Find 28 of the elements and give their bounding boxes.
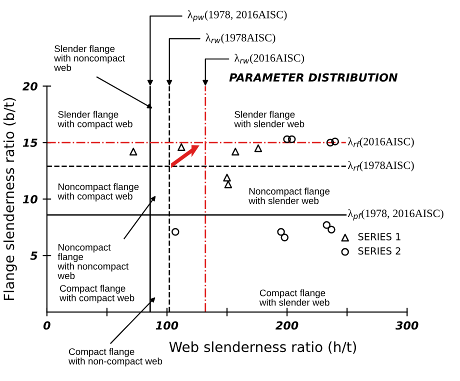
text: Compact flange with non-compact web: [68, 348, 162, 366]
annotation: Noncompact flange with noncompact web: [58, 244, 129, 280]
annotation: Slender flange with compact web: [58, 110, 132, 130]
y-tick-label: 5: [30, 252, 38, 260]
chart-title: PARAMETER DISTRIBUTION: [229, 73, 398, 82]
annotation: Compact flange with compact web: [60, 284, 134, 304]
ref-line-label: λ$_{pf}$(1978, 2016AISC): [348, 209, 444, 220]
y-tick-label: 20: [22, 82, 38, 90]
ref-line-label: λ$_{rw}$(1978AISC): [206, 33, 276, 44]
ref-line-label: λ$_{rf}$(2016AISC): [348, 137, 414, 148]
ref-line-label: λ$_{pw}$(1978, 2016AISC): [188, 10, 287, 22]
legend-label: SERIES 2: [358, 247, 400, 255]
x-tick-label: 0: [43, 321, 50, 330]
x-tick-label: 300: [396, 321, 418, 330]
ref-line-label: λ$_{rf}$(1978AISC): [348, 161, 414, 172]
x-tick-label: 200: [276, 321, 298, 330]
annotation: Noncompact flange with slender web: [248, 188, 330, 204]
annotation: Compact flange with slender web: [259, 289, 330, 306]
y-axis-title: Flange slenderness ratio (b/t): [3, 98, 17, 300]
legend-label: SERIES 1: [358, 232, 400, 240]
x-axis-title: Web slenderness ratio (h/t): [169, 341, 356, 354]
annotation: Slender flange with slender web: [234, 110, 304, 128]
text: Slender flange with noncompact web: [54, 45, 125, 72]
ref-line-label: λ$_{rw}$(2016AISC): [234, 54, 304, 64]
y-tick-label: 15: [22, 138, 38, 147]
x-tick-label: 100: [156, 321, 178, 330]
annotation: Noncompact flange with compact web: [58, 183, 139, 202]
y-tick-label: 10: [22, 195, 38, 204]
